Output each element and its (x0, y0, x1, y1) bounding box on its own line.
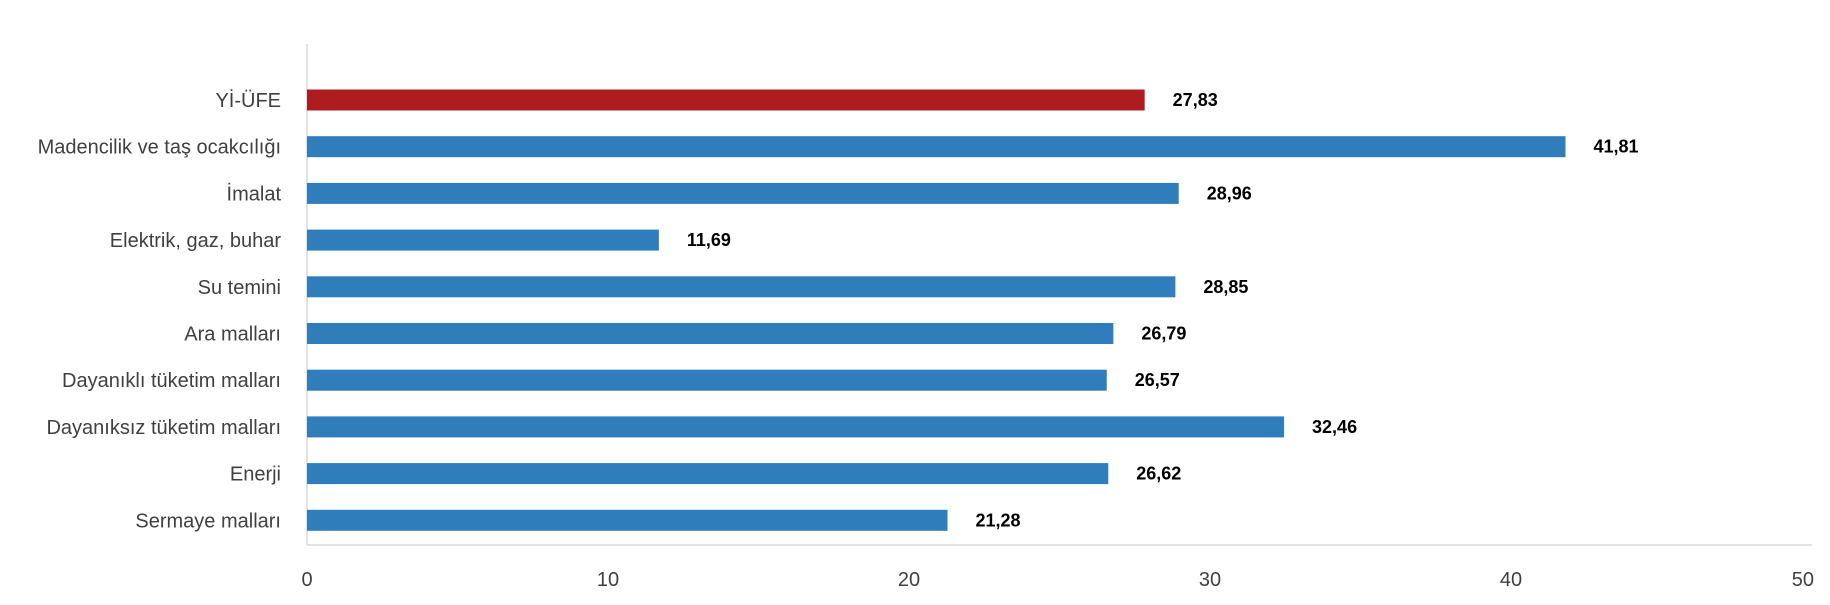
bar (307, 89, 1145, 111)
x-tick-label: 20 (898, 569, 920, 591)
category-label: Su temini (198, 277, 281, 299)
data-label: 26,57 (1135, 370, 1180, 390)
data-label: 28,85 (1203, 277, 1248, 297)
bar (307, 323, 1114, 344)
x-tick-label: 0 (301, 569, 312, 591)
data-label: 27,83 (1173, 90, 1218, 110)
bar (307, 276, 1176, 298)
data-label: 26,62 (1136, 464, 1181, 484)
bar (307, 463, 1109, 485)
category-label: Dayanıksız tüketim malları (46, 417, 281, 439)
x-tick-labels: 0 10 20 30 40 50 (301, 569, 1814, 591)
x-tick-label: 50 (1792, 569, 1814, 591)
bars (307, 89, 1566, 531)
category-label: Dayanıklı tüketim malları (62, 370, 281, 392)
data-label: 32,46 (1312, 417, 1357, 437)
bar (307, 136, 1566, 158)
x-tick-label: 10 (597, 569, 619, 591)
category-labels: Yİ-ÜFE Madencilik ve taş ocakcılığı İmalat… (38, 89, 282, 532)
category-label: İmalat (227, 182, 282, 205)
bar (307, 416, 1285, 438)
category-label: Enerji (230, 464, 281, 486)
bar (307, 509, 948, 531)
bar (307, 229, 659, 251)
data-label: 28,96 (1207, 183, 1252, 203)
category-label: Madencilik ve taş ocakcılığı (38, 137, 281, 159)
bar (307, 182, 1179, 204)
category-label: Elektrik, gaz, buhar (110, 230, 282, 252)
data-label: 11,69 (687, 230, 731, 250)
data-label: 21,28 (976, 510, 1021, 530)
x-tick-label: 30 (1199, 569, 1221, 591)
category-label: Sermaye malları (135, 510, 281, 532)
category-label: Yİ-ÜFE (215, 89, 281, 112)
data-label: 41,81 (1593, 137, 1638, 157)
category-label: Ara malları (184, 324, 281, 346)
x-tick-label: 40 (1500, 569, 1522, 591)
data-label: 26,79 (1141, 324, 1186, 344)
data-labels: 27,83 41,81 28,96 11,69 28,85 26,79 26,57 32,46… (687, 90, 1639, 530)
bar (307, 369, 1107, 391)
